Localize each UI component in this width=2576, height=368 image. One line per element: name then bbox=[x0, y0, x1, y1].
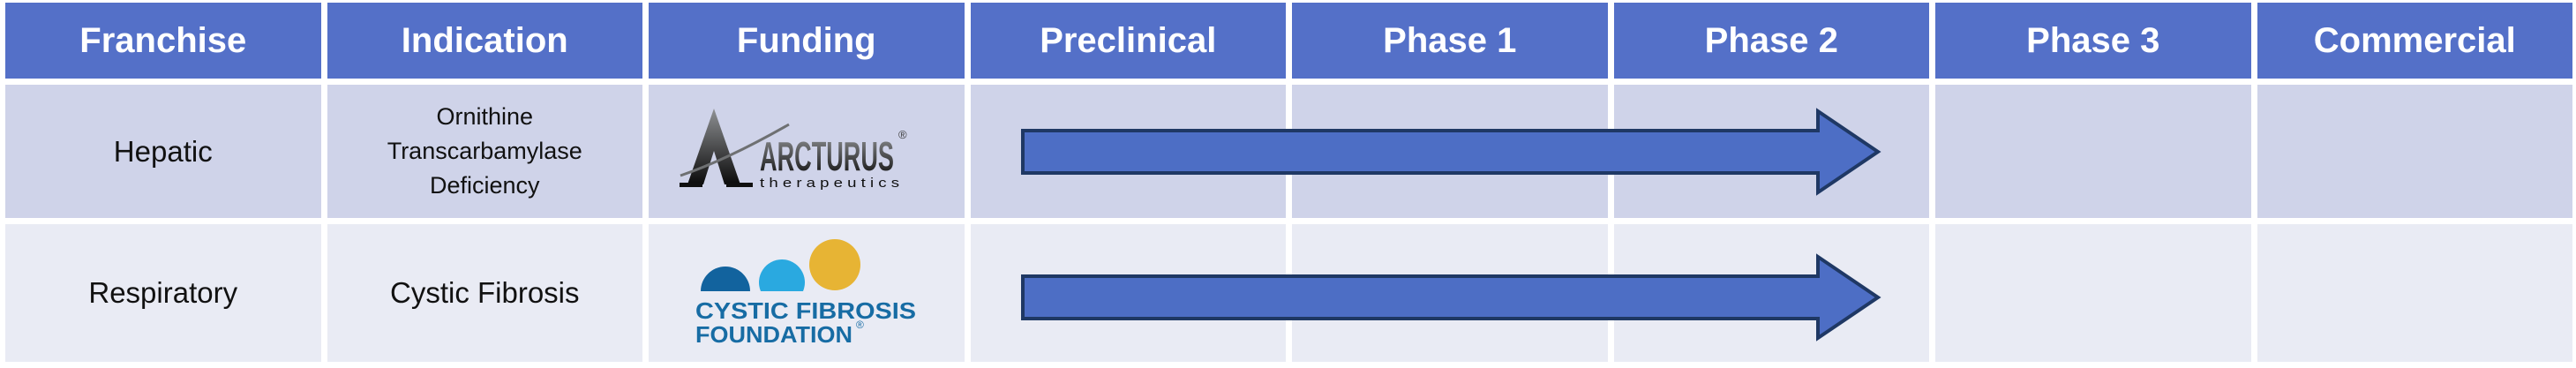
cff-dark-dome bbox=[700, 266, 750, 291]
indication-line: Ornithine bbox=[436, 103, 534, 130]
arcturus-registered-mark: ® bbox=[898, 128, 907, 141]
stage-cell-phase3-hepatic bbox=[1935, 85, 2251, 218]
stage-cell-phase3-respiratory bbox=[1935, 224, 2251, 362]
column-header-phase-3: Phase 3 bbox=[1935, 3, 2251, 79]
cff-wordmark-line2: FOUNDATION bbox=[695, 321, 852, 348]
arcturus-therapeutics-logo: ARCTURUS ® t h e r a p e u t i c s bbox=[679, 109, 907, 191]
column-header-phase-1: Phase 1 bbox=[1292, 3, 1608, 79]
arcturus-a-mark bbox=[679, 109, 790, 187]
arcturus-sub-wordmark: t h e r a p e u t i c s bbox=[760, 176, 899, 191]
column-header-phase-2: Phase 2 bbox=[1613, 3, 1929, 79]
indication-line: Transcarbamylase bbox=[387, 138, 582, 164]
franchise-cell-hepatic: Hepatic bbox=[5, 85, 321, 218]
indication-line: Deficiency bbox=[429, 172, 540, 199]
column-header-commercial: Commercial bbox=[2257, 3, 2572, 79]
column-header-indication: Indication bbox=[327, 3, 642, 79]
funding-cell-arcturus: ARCTURUS ® t h e r a p e u t i c s bbox=[649, 85, 965, 218]
cff-shapes bbox=[700, 238, 860, 291]
cff-light-dome bbox=[758, 259, 805, 291]
pipeline-arrow-respiratory bbox=[1021, 253, 1881, 342]
stage-cell-commercial-hepatic bbox=[2257, 85, 2572, 218]
cff-wordmark-line1: CYSTIC FIBROSIS bbox=[695, 297, 916, 324]
cystic-fibrosis-foundation-logo: CYSTIC FIBROSIS FOUNDATION ® bbox=[695, 238, 916, 348]
cff-yellow-circle bbox=[808, 238, 860, 290]
funding-cell-cff: CYSTIC FIBROSIS FOUNDATION ® bbox=[649, 224, 965, 362]
pipeline-arrow-hepatic bbox=[1021, 108, 1881, 196]
column-header-preclinical: Preclinical bbox=[970, 3, 1286, 79]
stage-cell-commercial-respiratory bbox=[2257, 224, 2572, 362]
indication-cell-otc-deficiency: Ornithine Transcarbamylase Deficiency bbox=[327, 85, 642, 218]
cff-registered-mark: ® bbox=[856, 319, 864, 331]
indication-cell-cystic-fibrosis: Cystic Fibrosis bbox=[327, 224, 642, 362]
column-header-franchise: Franchise bbox=[5, 3, 321, 79]
column-header-funding: Funding bbox=[649, 3, 965, 79]
franchise-cell-respiratory: Respiratory bbox=[5, 224, 321, 362]
arcturus-wordmark: ARCTURUS bbox=[760, 133, 894, 179]
